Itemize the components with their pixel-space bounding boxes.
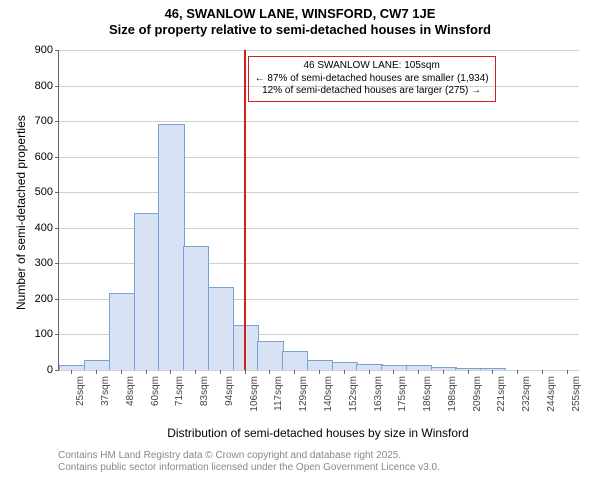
x-tick-label: 244sqm [546,376,557,412]
x-tick-label: 140sqm [323,376,334,412]
x-tick-mark [71,370,72,374]
y-tick-label: 200 [35,293,53,305]
histogram-bar [307,360,333,370]
x-tick-label: 152sqm [348,376,359,412]
x-tick-label: 60sqm [150,376,161,406]
x-tick-label: 198sqm [447,376,458,412]
x-tick-mark [121,370,122,374]
x-tick-label: 25sqm [75,376,86,406]
x-tick-mark [567,370,568,374]
x-tick-label: 129sqm [298,376,309,412]
y-tick-mark [55,370,59,371]
x-tick-label: 106sqm [249,376,260,412]
histogram-bar [455,368,481,370]
x-tick-label: 175sqm [397,376,408,412]
x-tick-label: 71sqm [174,376,185,406]
attribution-line2: Contains public sector information licen… [58,462,440,474]
annotation-line1: 46 SWANLOW LANE: 105sqm [255,60,489,73]
histogram-bar [233,325,259,370]
histogram-bar [84,360,110,370]
y-tick-label: 100 [35,328,53,340]
histogram-bar [282,351,308,370]
x-tick-label: 163sqm [373,376,384,412]
histogram-bar [183,246,209,370]
x-tick-mark [195,370,196,374]
histogram-bar [208,287,234,370]
annotation-box: 46 SWANLOW LANE: 105sqm← 87% of semi-det… [248,56,496,102]
y-axis-label: Number of semi-detached properties [14,115,28,310]
y-tick-label: 400 [35,222,53,234]
chart-plot-area: 010020030040050060070080090025sqm37sqm48… [58,50,579,371]
y-tick-label: 700 [35,115,53,127]
y-tick-mark [55,228,59,229]
x-tick-label: 186sqm [422,376,433,412]
y-tick-label: 500 [35,186,53,198]
y-tick-mark [55,334,59,335]
annotation-line3: 12% of semi-detached houses are larger (… [255,85,489,98]
chart-title-line2: Size of property relative to semi-detach… [0,22,600,38]
gridline [59,157,579,158]
x-tick-mark [492,370,493,374]
x-tick-mark [517,370,518,374]
y-tick-mark [55,157,59,158]
x-tick-mark [542,370,543,374]
x-tick-mark [369,370,370,374]
y-tick-mark [55,263,59,264]
x-tick-mark [269,370,270,374]
reference-line [244,50,246,370]
x-tick-mark [319,370,320,374]
attribution-line1: Contains HM Land Registry data © Crown c… [58,450,440,462]
gridline [59,121,579,122]
x-tick-label: 117sqm [273,376,284,411]
x-tick-label: 221sqm [496,376,507,412]
x-tick-label: 232sqm [521,376,532,412]
histogram-bar [134,213,160,370]
x-tick-mark [96,370,97,374]
y-tick-label: 0 [47,364,53,376]
attribution-text: Contains HM Land Registry data © Crown c… [58,450,440,474]
y-tick-label: 300 [35,257,53,269]
x-tick-label: 48sqm [125,376,136,406]
x-tick-mark [468,370,469,374]
x-tick-mark [418,370,419,374]
x-tick-label: 37sqm [100,376,111,406]
y-tick-mark [55,299,59,300]
histogram-bar [332,362,358,370]
x-tick-mark [393,370,394,374]
x-tick-mark [245,370,246,374]
y-tick-mark [55,86,59,87]
y-tick-mark [55,50,59,51]
histogram-bar [158,124,184,370]
x-tick-mark [443,370,444,374]
y-tick-mark [55,121,59,122]
x-tick-label: 255sqm [571,376,582,412]
histogram-bar [109,293,135,370]
y-tick-mark [55,192,59,193]
histogram-bar [431,367,457,370]
annotation-line2: ← 87% of semi-detached houses are smalle… [255,73,489,86]
gridline [59,50,579,51]
x-tick-label: 209sqm [472,376,483,412]
chart-title-line1: 46, SWANLOW LANE, WINSFORD, CW7 1JE [0,6,600,22]
x-axis-label: Distribution of semi-detached houses by … [58,426,578,440]
x-tick-label: 83sqm [199,376,210,406]
x-tick-mark [294,370,295,374]
x-tick-mark [344,370,345,374]
x-tick-mark [220,370,221,374]
y-tick-label: 600 [35,151,53,163]
gridline [59,192,579,193]
y-tick-label: 800 [35,80,53,92]
y-tick-label: 900 [35,44,53,56]
x-tick-mark [170,370,171,374]
x-tick-label: 94sqm [224,376,235,406]
x-tick-mark [146,370,147,374]
histogram-bar [257,341,283,370]
